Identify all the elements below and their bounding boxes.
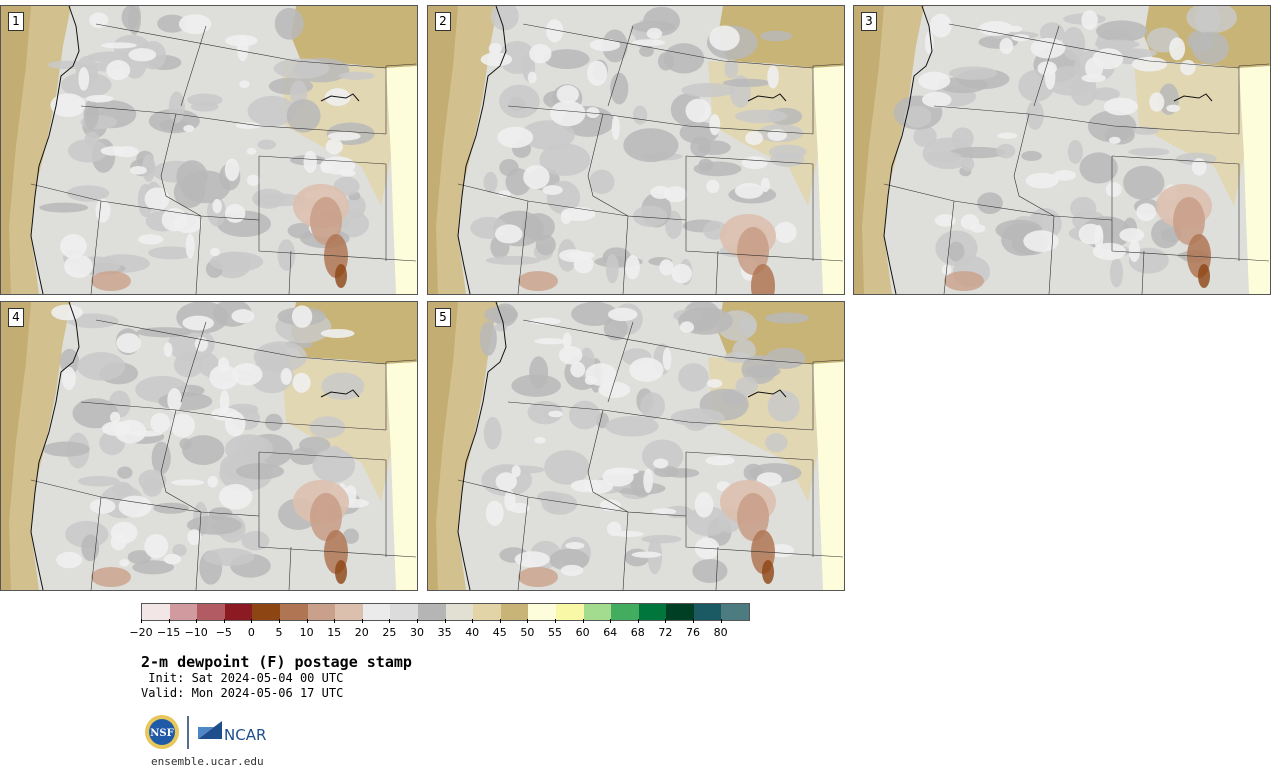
colorbar-tick xyxy=(279,619,280,623)
colorbar-tick xyxy=(334,619,336,623)
colorbar-swatch xyxy=(583,604,612,620)
map-panel-3: 3 xyxy=(853,5,1271,295)
logos: NSF NCAR xyxy=(144,713,274,755)
colorbar-swatch xyxy=(473,604,501,620)
map-1 xyxy=(1,6,417,294)
colorbar-swatch xyxy=(500,604,529,620)
colorbar-tick-label: 76 xyxy=(686,626,700,639)
colorbar-tick xyxy=(196,619,198,623)
colorbar-tick-label: 72 xyxy=(658,626,673,639)
colorbar-tick-label: 0 xyxy=(247,626,255,639)
colorbar-tick xyxy=(251,619,253,623)
colorbar-swatch xyxy=(555,604,584,620)
colorbar-swatch xyxy=(721,604,750,620)
colorbar-swatch xyxy=(142,604,170,620)
map-panel-4: 4 xyxy=(0,301,418,591)
colorbar-tick xyxy=(168,619,170,623)
panel-label: 4 xyxy=(8,308,24,327)
colorbar-tick xyxy=(472,619,474,623)
colorbar-tick xyxy=(141,619,142,623)
colorbar-tick-label: −20 xyxy=(129,626,153,639)
colorbar-tick-label: −10 xyxy=(184,626,208,639)
map-4 xyxy=(1,302,417,590)
map-panel-1: 1 xyxy=(0,5,418,295)
colorbar-tick xyxy=(582,619,584,623)
colorbar-swatch xyxy=(169,604,198,620)
colorbar-tick-label: 55 xyxy=(548,626,562,639)
colorbar-tick-label: 64 xyxy=(603,626,618,639)
colorbar-swatch xyxy=(611,604,639,620)
colorbar-tick xyxy=(610,619,612,623)
colorbar-tick-label: 20 xyxy=(354,626,369,639)
colorbar-swatch xyxy=(252,604,280,620)
colorbar-tick xyxy=(555,619,556,623)
panel-label: 1 xyxy=(8,12,24,31)
colorbar-swatch xyxy=(417,604,446,620)
colorbar-tick xyxy=(665,619,667,623)
colorbar-tick-label: 80 xyxy=(713,626,728,639)
colorbar-swatch xyxy=(390,604,418,620)
nsf-logo: NSF xyxy=(145,715,179,749)
colorbar-tick-label: 5 xyxy=(275,626,283,639)
colorbar-swatch xyxy=(666,604,694,620)
colorbar-swatch xyxy=(307,604,336,620)
ncar-logo: NCAR xyxy=(198,721,266,744)
colorbar-swatch xyxy=(693,604,722,620)
map-panel-2: 2 xyxy=(427,5,845,295)
colorbar-tick-label: −5 xyxy=(215,626,232,639)
map-panel-5: 5 xyxy=(427,301,845,591)
colorbar-tick xyxy=(720,619,722,623)
map-3 xyxy=(854,6,1270,294)
colorbar-tick xyxy=(389,619,391,623)
colorbar-tick-label: 10 xyxy=(299,626,314,639)
colorbar-tick xyxy=(527,619,529,623)
colorbar-tick xyxy=(499,619,501,623)
colorbar-tick xyxy=(637,619,639,623)
map-2 xyxy=(428,6,844,294)
colorbar-tick-label: 25 xyxy=(382,626,397,639)
colorbar-tick-label: 50 xyxy=(520,626,535,639)
colorbar-tick xyxy=(417,619,418,623)
panel-label: 5 xyxy=(435,308,451,327)
colorbar-swatch xyxy=(362,604,391,620)
colorbar-tick-label: −15 xyxy=(156,626,181,639)
colorbar-swatch xyxy=(638,604,667,620)
colorbar-tick xyxy=(693,619,694,623)
valid-time: Valid: Mon 2024-05-06 17 UTC xyxy=(141,686,344,700)
svg-text:NSF: NSF xyxy=(150,728,173,739)
colorbar-tick-label: 15 xyxy=(327,626,342,639)
colorbar-swatch xyxy=(445,604,474,620)
colorbar-ticks: −20 −15 −10 −5 0 5 10 15 20 25 30 35 40 45 50 55 60 64 68 7… xyxy=(129,619,755,639)
colorbar-tick-label: 40 xyxy=(465,626,480,639)
svg-text:NCAR: NCAR xyxy=(224,726,266,744)
colorbar-tick xyxy=(306,619,308,623)
site-url: ensemble.ucar.edu xyxy=(151,755,264,768)
panel-label: 2 xyxy=(435,12,451,31)
colorbar-tick-label: 35 xyxy=(437,626,452,639)
colorbar-swatch xyxy=(197,604,225,620)
colorbar-tick-label: 68 xyxy=(630,626,645,639)
colorbar-swatch xyxy=(279,604,308,620)
colorbar-tick-label: 30 xyxy=(410,626,424,639)
colorbar-swatch xyxy=(224,604,253,620)
colorbar-swatch xyxy=(528,604,556,620)
chart-title: 2-m dewpoint (F) postage stamp xyxy=(141,653,412,671)
panel-label: 3 xyxy=(861,12,877,31)
colorbar-tick xyxy=(223,619,225,623)
map-5 xyxy=(428,302,844,590)
colorbar-tick-label: 60 xyxy=(575,626,590,639)
colorbar-swatch xyxy=(335,604,363,620)
colorbar-tick-label: 45 xyxy=(492,626,507,639)
colorbar-tick xyxy=(444,619,446,623)
init-time: Init: Sat 2024-05-04 00 UTC xyxy=(141,671,344,685)
colorbar-tick xyxy=(361,619,363,623)
